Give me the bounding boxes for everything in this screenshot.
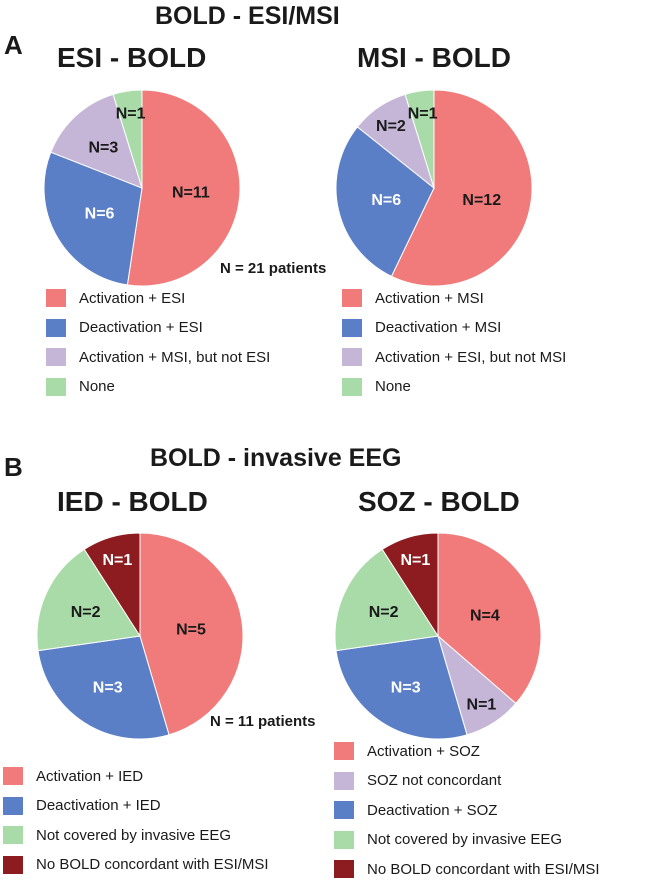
legend-label: None: [79, 378, 115, 395]
legend-item-not-covered-by-invasive-eeg: Not covered by invasive EEG: [3, 824, 231, 846]
pie-slice-label: N=2: [71, 604, 101, 621]
legend-item-none: None: [46, 376, 115, 398]
legend-item-deactivation-msi: Deactivation + MSI: [342, 317, 501, 339]
legend-label: Activation + ESI, but not MSI: [375, 348, 567, 366]
legend-swatch: [46, 377, 66, 396]
pie-slice-activation-esi: [126, 89, 241, 287]
legend-label: Activation + SOZ: [367, 742, 480, 760]
legend-item-activation-msi: Activation + MSI: [342, 287, 484, 309]
legend-label: No BOLD concordant with ESI/MSI: [36, 856, 269, 873]
pie-slice-no-bold-concordant-with-esi-msi: [83, 532, 141, 638]
legend-item-deactivation-soz: Deactivation + SOZ: [334, 799, 497, 821]
legend-swatch: [342, 318, 362, 337]
legend-label: Deactivation + MSI: [375, 319, 502, 336]
legend-item-deactivation-ied: Deactivation + IED: [3, 795, 161, 817]
legend-swatch: [342, 348, 362, 366]
pie-slice-label: N=2: [376, 118, 406, 135]
legend-item-activation-esi: Activation + ESI: [46, 287, 185, 309]
legend-item-no-bold-concordant-with-esi-msi: No BOLD concordant with ESI/MSI: [3, 854, 269, 876]
pie-slice-label: N=2: [369, 604, 399, 621]
pie-chart-msi-bold: N=12 N=6 N=2N=1: [335, 89, 533, 287]
legend-swatch: [334, 860, 354, 878]
pie-slice-label: N=6: [371, 192, 401, 209]
legend-label: None: [375, 378, 411, 395]
legend-label: Activation + MSI: [375, 289, 484, 307]
legend-swatch: [334, 801, 354, 819]
legend-label: Activation + IED: [36, 767, 144, 785]
legend-label: No BOLD concordant with ESI/MSI: [367, 860, 600, 878]
legend-swatch: [46, 318, 66, 337]
legend-item-deactivation-esi: Deactivation + ESI: [46, 317, 203, 339]
legend-label: Deactivation + SOZ: [367, 801, 498, 819]
panel-b-n-patients: N = 11 patients: [210, 713, 316, 730]
pie-slice-label: N=1: [102, 552, 132, 569]
legend-item-activation-ied: Activation + IED: [3, 765, 143, 787]
pie-title-ied-bold: IED - BOLD: [57, 486, 208, 517]
pie-slice-label: N=1: [116, 105, 146, 122]
pie-slice-label: N=12: [462, 192, 501, 209]
pie-slice-activation-msi-but-not-esi: [50, 93, 143, 189]
pie-slice-activation-msi: [390, 89, 533, 287]
pie-slice-not-covered-by-invasive-eeg: [334, 548, 439, 652]
pie-slice-not-covered-by-invasive-eeg: [36, 548, 141, 652]
legend-swatch: [46, 348, 66, 366]
legend-swatch: [334, 742, 354, 760]
legend-swatch: [334, 771, 354, 790]
legend-item-soz-not-concordant: SOZ not concordant: [334, 770, 501, 792]
legend-item-no-bold-concordant-with-esi-msi: No BOLD concordant with ESI/MSI: [334, 858, 600, 880]
pie-slice-label: N=6: [85, 206, 115, 223]
pie-slice-none: [112, 89, 143, 189]
panel-a-letter: A: [4, 30, 23, 60]
pie-slice-label: N=3: [93, 679, 123, 696]
pie-slice-no-bold-concordant-with-esi-msi: [381, 532, 439, 638]
legend-label: Not covered by invasive EEG: [36, 826, 232, 844]
pie-slice-label: N=11: [172, 185, 210, 202]
legend-label: Deactivation + IED: [36, 797, 161, 814]
pie-slice-label: N=3: [391, 679, 421, 696]
legend-item-activation-esi-but-not-msi: Activation + ESI, but not MSI: [342, 346, 566, 368]
pie-slice-deactivation-msi: [335, 126, 435, 277]
pie-title-esi-bold: ESI - BOLD: [57, 42, 207, 73]
panel-a-n-patients: N = 21 patients: [220, 260, 327, 277]
panel-b-letter: B: [4, 452, 23, 482]
pie-title-soz-bold: SOZ - BOLD: [358, 486, 520, 517]
pie-slice-none: [404, 89, 435, 189]
pie-chart-esi-bold: N=11 N=6 N=3 N=1: [43, 89, 241, 287]
legend-swatch: [3, 826, 23, 844]
legend-swatch: [3, 767, 23, 785]
pie-chart-ied-bold: N=5 N=3 N=2 N=1: [36, 532, 244, 740]
legend-swatch: [3, 796, 23, 815]
legend-label: Activation + ESI: [79, 289, 186, 307]
panel-a-title: BOLD - ESI/MSI: [155, 2, 340, 30]
pie-slice-deactivation-esi: [43, 151, 143, 286]
pie-chart-soz-bold: N=4 N=1 N=3 N=2 N=1: [334, 532, 542, 740]
legend-item-activation-msi-but-not-esi: Activation + MSI, but not ESI: [46, 346, 270, 368]
pie-slice-label: N=5: [176, 622, 206, 639]
pie-slice-label: N=3: [88, 139, 118, 156]
pie-title-msi-bold: MSI - BOLD: [357, 42, 511, 73]
pie-slice-label: N=4: [470, 608, 500, 625]
legend-item-activation-soz: Activation + SOZ: [334, 740, 480, 762]
legend-swatch: [342, 377, 362, 396]
pie-slice-activation-soz: [437, 532, 542, 705]
legend-label: Deactivation + ESI: [79, 319, 203, 336]
legend-label: SOZ not concordant: [367, 772, 502, 789]
pie-slice-label: N=1: [408, 105, 438, 122]
legend-swatch: [46, 289, 66, 307]
legend-swatch: [342, 289, 362, 307]
legend-label: Not covered by invasive EEG: [367, 831, 563, 848]
legend-item-none: None: [342, 376, 411, 398]
legend-item-not-covered-by-invasive-eeg: Not covered by invasive EEG: [334, 829, 562, 851]
pie-slice-deactivation-soz: [335, 635, 468, 740]
pie-slice-label: N=1: [467, 697, 497, 714]
panel-b-title: BOLD - invasive EEG: [150, 444, 402, 472]
pie-slice-deactivation-ied: [37, 635, 170, 740]
pie-slice-activation-ied: [139, 532, 244, 736]
legend-label: Activation + MSI, but not ESI: [79, 348, 271, 366]
pie-slice-label: N=1: [400, 552, 430, 569]
legend-swatch: [334, 830, 354, 849]
legend-swatch: [3, 855, 23, 874]
